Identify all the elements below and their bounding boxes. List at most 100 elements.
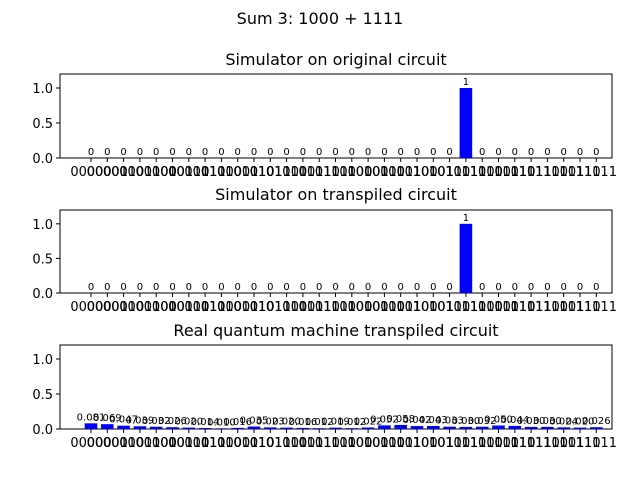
- subplot-2-xtick-label: 00001: [87, 300, 128, 315]
- subplot-3-ytick-label: 0.0: [32, 423, 53, 438]
- subplot-3-xtick-label: 00100: [136, 436, 177, 451]
- subplot-2-value-label: 0: [186, 282, 192, 293]
- subplot-3-value-label: 0.016: [223, 417, 252, 428]
- subplot-1-xtick-label: 00000: [70, 165, 111, 180]
- subplot-3-value-label: 0.026: [158, 416, 187, 427]
- subplot-3-bar: [459, 426, 473, 429]
- subplot-2-xtick-label: 00101: [152, 300, 193, 315]
- subplot-1-xtick-label: 10111: [445, 165, 486, 180]
- subplot-1-bar: [459, 88, 473, 158]
- subplot-3-bar: [264, 427, 277, 429]
- subplot-2-xtick-label: 11011: [510, 300, 551, 315]
- subplot-2-xtick-label: 00100: [136, 300, 177, 315]
- subplot-2-value-label: 0: [251, 282, 257, 293]
- subplot-3-xtick-label: 00110: [168, 436, 209, 451]
- subplot-1-value-label: 0: [120, 147, 126, 158]
- subplot-3-xtick-label: 01000: [201, 436, 242, 451]
- subplot-1-value-label: 0: [316, 147, 322, 158]
- subplot-2-xtick-label: 00010: [103, 300, 144, 315]
- subplot-2-bars: 0.00.51.00000000000010000100000110001000…: [32, 209, 617, 315]
- subplot-2-xtick-label: 00011: [119, 300, 160, 315]
- subplot-3-xtick-label: 10101: [413, 436, 454, 451]
- subplot-2-ytick-label: 0.5: [32, 252, 53, 267]
- subplot-1-xtick-label: 00001: [87, 165, 128, 180]
- subplot-3-xtick-label: 10100: [396, 436, 437, 451]
- subplot-3-value-label: 0.024: [549, 416, 578, 427]
- subplot-2-xtick-label: 01010: [233, 300, 274, 315]
- subplot-3-xtick-label: 11001: [478, 436, 519, 451]
- subplot-2-xtick-label: 00111: [184, 300, 225, 315]
- subplot-1-value-label: 0: [544, 147, 550, 158]
- subplot-3-xtick-label: 00111: [184, 436, 225, 451]
- subplot-1-value-label: 0: [561, 147, 567, 158]
- subplot-1-xtick-label: 10010: [364, 165, 405, 180]
- subplot-1-xtick-label: 01010: [233, 165, 274, 180]
- subplot-2-xtick-label: 11110: [559, 300, 600, 315]
- subplot-2-value-label: 0: [202, 282, 208, 293]
- subplot-1-value-label: 0: [381, 147, 387, 158]
- subplot-2-xtick-label: 01011: [250, 300, 291, 315]
- subplot-2-xtick-label: 10110: [429, 300, 470, 315]
- subplot-1-xtick-label: 01111: [315, 165, 356, 180]
- subplot-3-bar: [492, 425, 505, 429]
- subplot-1-value-label: 0: [283, 147, 289, 158]
- subplot-1: Simulator on original circuit 0.0 0.5 1.0 0…: [32, 50, 617, 180]
- subplot-1-xtick-label: 10011: [380, 165, 421, 180]
- subplot-2-value-label: 0: [577, 282, 583, 293]
- subplot-1-value-label: 0: [365, 147, 371, 158]
- subplot-3-bar: [215, 428, 228, 429]
- subplot-3-value-label: 0.020: [272, 417, 301, 428]
- subplot-3-value-label: 0.030: [517, 416, 546, 427]
- subplot-1-value-label: 0: [186, 147, 192, 158]
- subplot-3-value-label: 0.069: [93, 413, 122, 424]
- subplot-3-value-label: 0.035: [240, 416, 269, 427]
- subplot-1-xtick-label: 10000: [331, 165, 372, 180]
- subplot-3-value-label: 0.081: [77, 412, 106, 423]
- subplot-3-xtick-label: 00101: [152, 436, 193, 451]
- subplot-3-bar: [312, 428, 326, 429]
- subplot-1-xtick-label: 00100: [136, 165, 177, 180]
- subplot-1-value-label: 0: [430, 147, 436, 158]
- subplot-3-value-label: 0.052: [370, 414, 399, 425]
- subplot-1-xtick-label: 11011: [510, 165, 551, 180]
- subplot-2-xtick-label: 00000: [70, 300, 111, 315]
- subplot-3-value-label: 0.044: [500, 415, 529, 426]
- subplot-3: Real quantum machine transpiled circuit …: [32, 321, 617, 451]
- subplot-1-ytick-label: 0.5: [32, 117, 53, 132]
- subplot-1-value-label: 0: [528, 147, 534, 158]
- subplot-1-xtick-label: 10101: [413, 165, 454, 180]
- subplot-3-ytick-label: 1.0: [32, 353, 53, 368]
- subplot-1-title: Simulator on original circuit: [225, 50, 446, 69]
- subplot-3-xtick-label: 00011: [119, 436, 160, 451]
- subplot-3-value-label: 0.016: [289, 417, 318, 428]
- subplot-2-value-label: 0: [446, 282, 452, 293]
- subplot-2: Simulator on transpiled circuit 0.0 0.5 1.…: [32, 185, 617, 315]
- subplot-3-bar: [296, 427, 310, 429]
- subplot-2-xtick-label: 10001: [347, 300, 388, 315]
- subplot-3-bar: [590, 427, 603, 429]
- subplot-2-value-label: 0: [267, 282, 273, 293]
- subplot-2-xtick-label: 00110: [168, 300, 209, 315]
- subplot-3-ytick-label: 0.5: [32, 388, 53, 403]
- subplot-1-xtick-label: 01001: [217, 165, 258, 180]
- subplot-3-bar: [182, 427, 196, 429]
- subplot-2-value-label: 0: [88, 282, 94, 293]
- subplot-1-value-label: 0: [398, 147, 404, 158]
- subplot-3-xtick-label: 00001: [87, 436, 128, 451]
- subplot-1-xtick-label: 11111: [576, 165, 617, 180]
- subplot-3-bar: [508, 425, 522, 429]
- subplot-3-value-label: 0.032: [468, 416, 497, 427]
- subplot-2-xtick-label: 10011: [380, 300, 421, 315]
- subplot-3-xtick-label: 00010: [103, 436, 144, 451]
- subplot-1-value-label: 0: [446, 147, 452, 158]
- subplot-2-xtick-label: 11001: [478, 300, 519, 315]
- subplot-1-value-label: 0: [414, 147, 420, 158]
- subplot-1-xtick-label: 01011: [250, 165, 291, 180]
- subplot-3-value-label: 0.020: [174, 417, 203, 428]
- subplot-1-value-label: 0: [349, 147, 355, 158]
- subplot-3-xtick-label: 10110: [429, 436, 470, 451]
- subplot-2-value-label: 0: [528, 282, 534, 293]
- subplot-1-value-label: 1: [463, 77, 469, 88]
- subplot-3-xtick-label: 01010: [233, 436, 274, 451]
